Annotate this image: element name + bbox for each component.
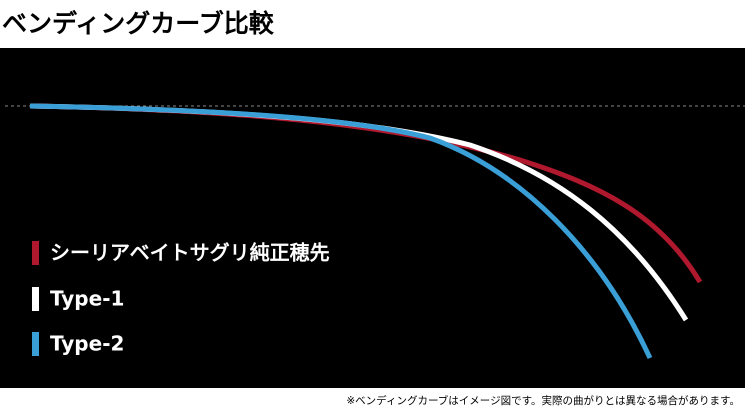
legend-swatch <box>32 241 39 265</box>
footnote: ※ベンディングカーブはイメージ図です。実際の曲がりとは異なる場合があります。 <box>346 394 740 407</box>
panel <box>0 48 745 388</box>
curve <box>29 103 653 360</box>
title: ベンディングカーブ比較 <box>2 9 275 38</box>
legend-swatch <box>32 287 39 311</box>
legend-swatch <box>32 332 39 356</box>
legend-label: Type-2 <box>50 332 124 356</box>
legend-label: シーリアベイトサグリ純正穂先 <box>50 241 330 265</box>
legend-label: Type-1 <box>50 287 124 311</box>
